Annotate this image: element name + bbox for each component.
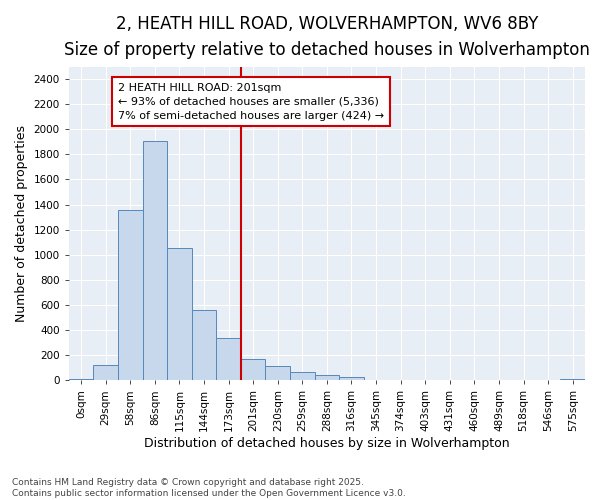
- Text: Contains HM Land Registry data © Crown copyright and database right 2025.
Contai: Contains HM Land Registry data © Crown c…: [12, 478, 406, 498]
- Bar: [241, 359, 265, 380]
- Bar: [560, 379, 585, 380]
- Bar: [217, 338, 241, 380]
- Text: 2 HEATH HILL ROAD: 201sqm
← 93% of detached houses are smaller (5,336)
7% of sem: 2 HEATH HILL ROAD: 201sqm ← 93% of detac…: [118, 83, 384, 121]
- Title: 2, HEATH HILL ROAD, WOLVERHAMPTON, WV6 8BY
Size of property relative to detached: 2, HEATH HILL ROAD, WOLVERHAMPTON, WV6 8…: [64, 15, 590, 60]
- Bar: [118, 210, 143, 380]
- Bar: [94, 364, 118, 380]
- Bar: [192, 310, 217, 380]
- Bar: [69, 379, 94, 380]
- Bar: [143, 140, 167, 380]
- Bar: [265, 366, 290, 380]
- Bar: [290, 372, 314, 380]
- Bar: [167, 248, 192, 380]
- Bar: [314, 376, 339, 380]
- Y-axis label: Number of detached properties: Number of detached properties: [15, 125, 28, 322]
- X-axis label: Distribution of detached houses by size in Wolverhampton: Distribution of detached houses by size …: [144, 437, 510, 450]
- Bar: [339, 376, 364, 380]
